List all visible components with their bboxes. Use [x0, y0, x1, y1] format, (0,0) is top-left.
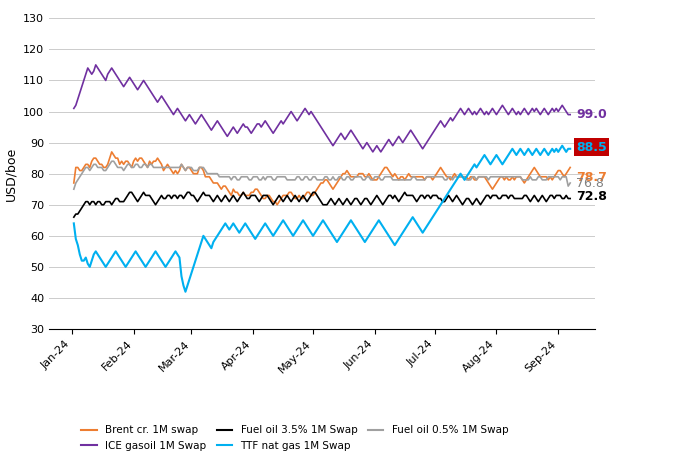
Text: 78.7: 78.7: [576, 171, 607, 184]
Y-axis label: USD/boe: USD/boe: [4, 147, 18, 201]
Legend: Brent cr. 1M swap, ICE gasoil 1M Swap, Fuel oil 3.5% 1M Swap, TTF nat gas 1M Swa: Brent cr. 1M swap, ICE gasoil 1M Swap, F…: [77, 421, 512, 455]
Text: 72.8: 72.8: [576, 190, 607, 202]
Text: 88.5: 88.5: [576, 141, 607, 154]
Text: 76.8: 76.8: [576, 177, 604, 190]
Text: 99.0: 99.0: [576, 108, 607, 121]
